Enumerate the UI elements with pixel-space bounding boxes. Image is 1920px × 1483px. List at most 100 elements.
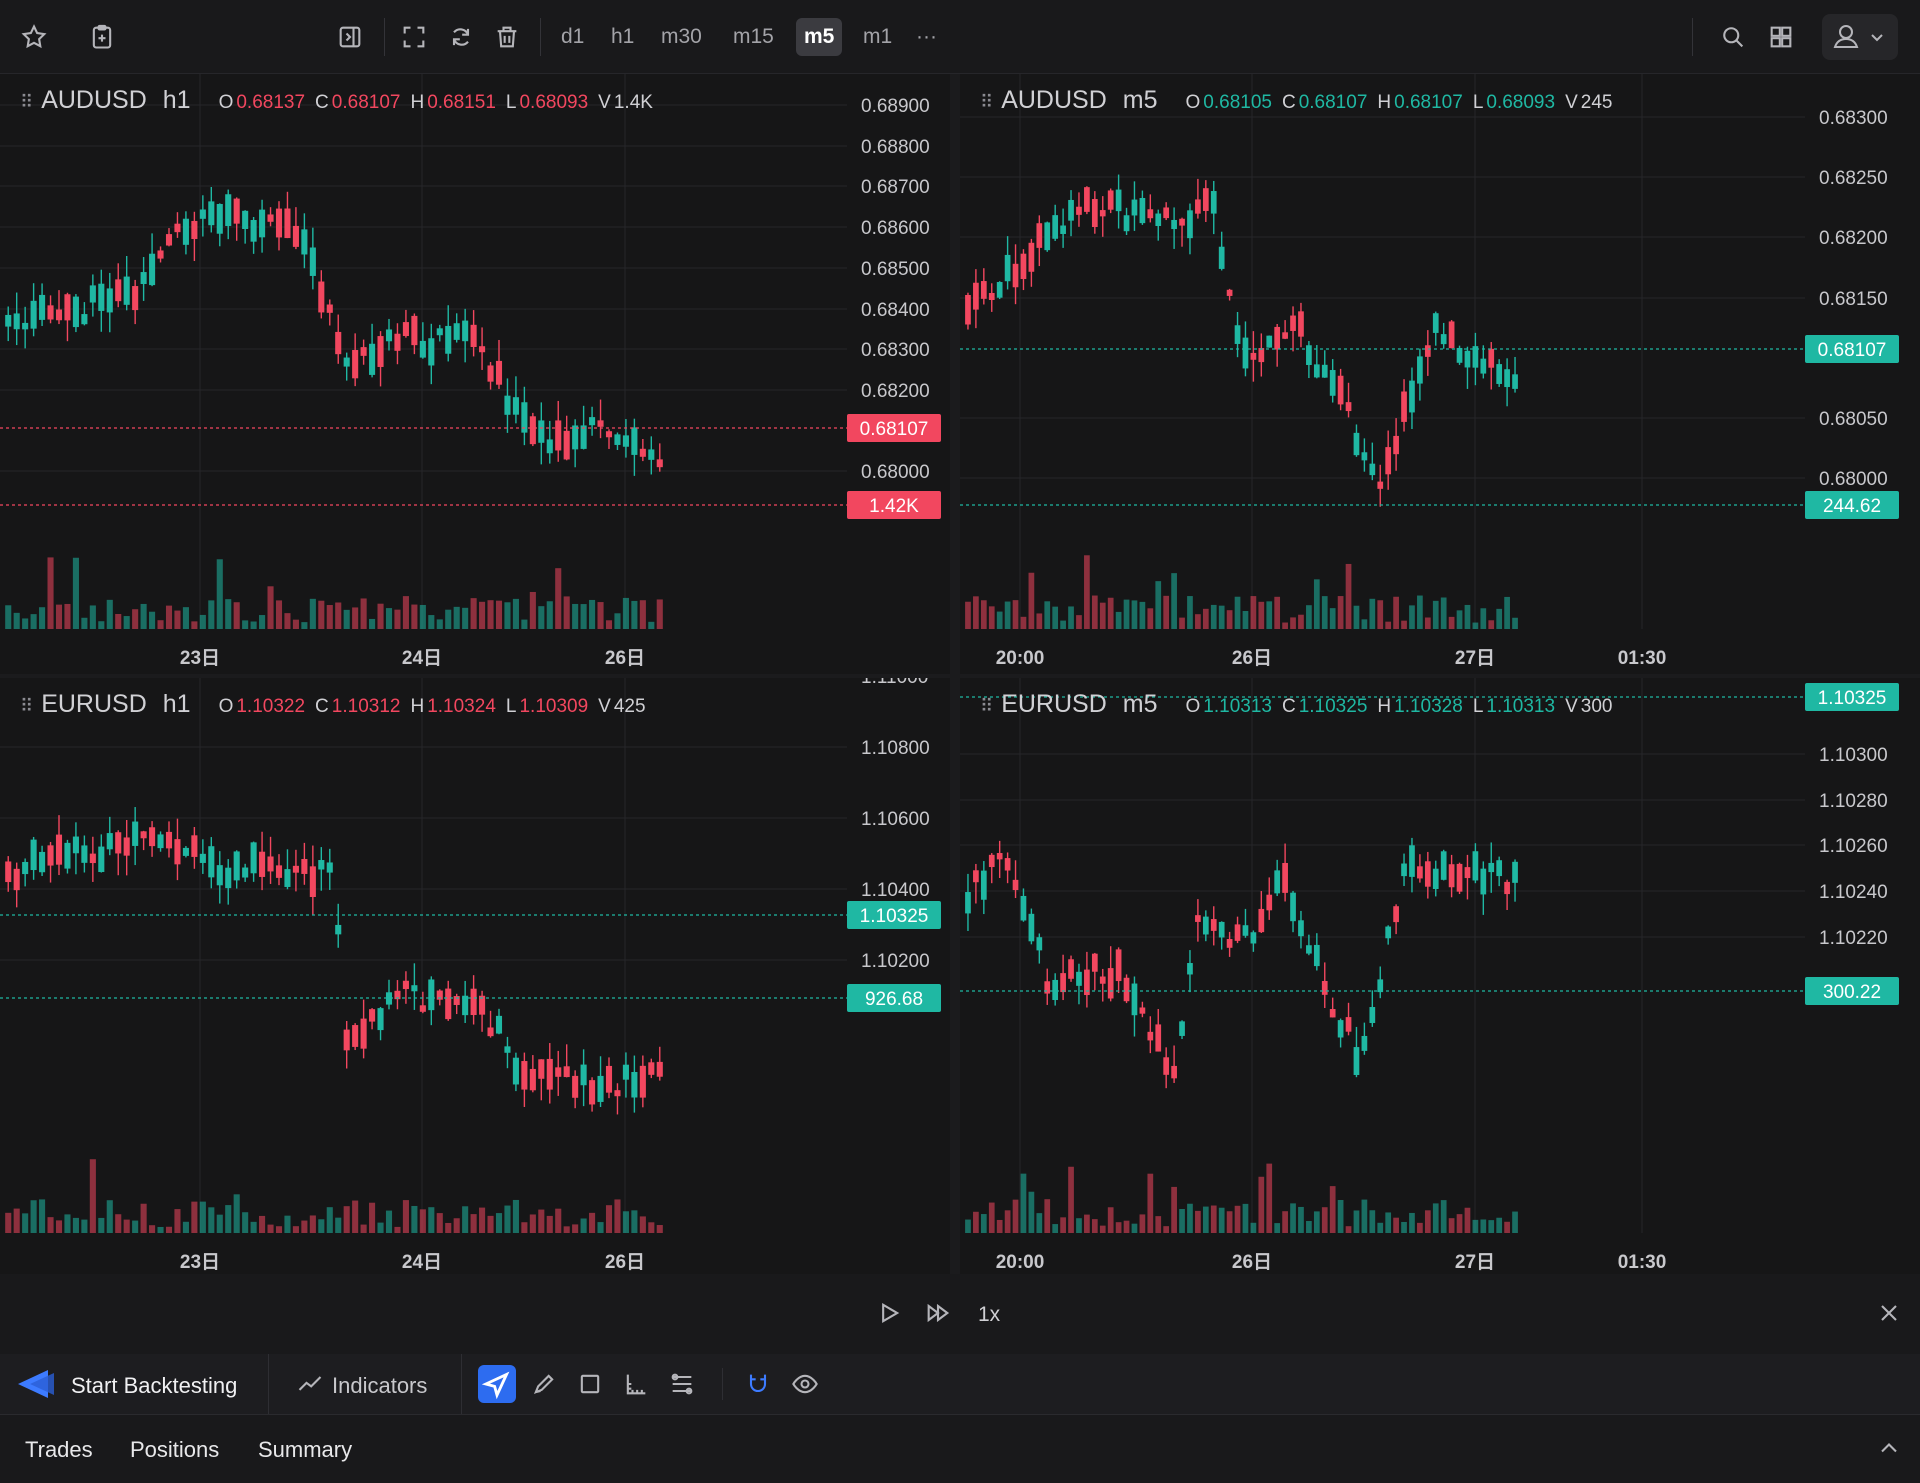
volume-bar: [165, 1226, 173, 1233]
volume-bar: [1298, 614, 1304, 629]
candle: [1028, 242, 1035, 272]
search-icon[interactable]: [1714, 18, 1752, 56]
clipboard-add-icon[interactable]: [83, 18, 121, 56]
chart-pane-audusd-m5[interactable]: 0.68300 0.68250 0.68200 0.68150 0.68050 0.680…: [960, 74, 1920, 674]
rectangle-icon[interactable]: [571, 1365, 609, 1403]
start-backtesting-button[interactable]: Start Backtesting: [14, 1364, 264, 1404]
chart-pane-eurusd-m5[interactable]: 1.103801.103601.103401.103001.102801.102…: [960, 678, 1920, 1274]
fast-forward-icon[interactable]: [919, 1294, 957, 1332]
chevron-up-icon[interactable]: [1870, 1429, 1908, 1467]
candle: [521, 402, 528, 433]
chart-canvas[interactable]: 0.69000 0.68900 0.68800 0.68700 0.68600 0.685…: [0, 74, 950, 674]
volume-bar: [1131, 1223, 1138, 1233]
volume-bar: [1488, 620, 1495, 629]
volume-bar: [326, 605, 333, 629]
cursor-tool-button[interactable]: [478, 1365, 516, 1403]
timeframe-m1-button[interactable]: m1: [863, 25, 893, 48]
volume-bar: [259, 615, 266, 629]
eye-icon[interactable]: [786, 1365, 824, 1403]
timeframe-m30-button[interactable]: m30: [661, 25, 702, 48]
chart-canvas[interactable]: 1.112001.110001.108001.106001.104001.102…: [0, 678, 950, 1274]
candle: [1099, 210, 1106, 217]
volume-bar: [1020, 1173, 1027, 1233]
chart-pane-audusd-h1[interactable]: 0.69000 0.68900 0.68800 0.68700 0.68600 0.685…: [0, 74, 950, 674]
volume-bar: [1139, 1214, 1146, 1233]
x-tick-label: 01:30: [1618, 1252, 1667, 1273]
indicators-button[interactable]: Indicators: [296, 1364, 446, 1404]
drag-handle-icon[interactable]: ⠿: [980, 696, 993, 716]
symbol-label[interactable]: EURUSD: [1001, 690, 1107, 718]
candle: [1004, 254, 1011, 282]
reset-rotate-icon[interactable]: [442, 18, 480, 56]
drag-handle-icon[interactable]: ⠿: [20, 92, 33, 112]
chart-pane-eurusd-h1[interactable]: 1.112001.110001.108001.106001.104001.102…: [0, 678, 950, 1274]
drag-handle-icon[interactable]: ⠿: [980, 92, 993, 112]
favorite-star-icon[interactable]: [15, 18, 53, 56]
volume-bar: [1345, 1226, 1352, 1233]
candle: [233, 851, 240, 881]
chart-canvas[interactable]: 0.68300 0.68250 0.68200 0.68150 0.68050 0.680…: [960, 74, 1920, 674]
drag-handle-icon[interactable]: ⠿: [20, 696, 33, 716]
volume-bar: [419, 1209, 426, 1233]
volume-bar: [996, 1219, 1003, 1233]
candle: [5, 314, 12, 327]
chart-canvas[interactable]: 1.103801.103601.103401.103001.102801.102…: [960, 678, 1920, 1274]
symbol-label[interactable]: AUDUSD: [41, 86, 147, 114]
candle: [22, 322, 29, 330]
fib-tool-icon[interactable]: [663, 1365, 701, 1403]
fullscreen-icon[interactable]: [395, 18, 433, 56]
playback-speed[interactable]: 1x: [978, 1303, 1001, 1326]
volume-bar: [487, 1215, 494, 1233]
trash-icon[interactable]: [488, 18, 526, 56]
volume-bar: [973, 596, 979, 629]
symbol-label[interactable]: AUDUSD: [1001, 86, 1107, 114]
volume-bar: [555, 1208, 562, 1233]
more-timeframes-button[interactable]: ···: [916, 25, 937, 48]
y-tick-label: 0.68000: [861, 462, 930, 483]
close-icon[interactable]: [1870, 1294, 1908, 1332]
timeframe-d1-button[interactable]: d1: [561, 25, 585, 48]
candle: [1401, 863, 1407, 877]
tab-summary[interactable]: Summary: [258, 1437, 353, 1462]
timeframe-m15-button[interactable]: m15: [733, 25, 774, 48]
ruler-icon[interactable]: [617, 1365, 655, 1403]
volume-bar: [1044, 1199, 1051, 1233]
volume-bar: [1242, 1203, 1249, 1233]
ohlcv-value: 0.68151: [427, 92, 496, 113]
candle: [165, 234, 173, 246]
symbol-label[interactable]: EURUSD: [41, 690, 147, 718]
timeframe-m5-button[interactable]: m5: [796, 18, 843, 56]
volume-bar: [98, 621, 105, 629]
tab-positions[interactable]: Positions: [130, 1437, 220, 1462]
magnet-icon[interactable]: [739, 1365, 777, 1403]
candle: [1432, 868, 1439, 890]
volume-bar: [360, 1224, 367, 1233]
volume-bar: [301, 1220, 308, 1233]
volume-bar: [1361, 1199, 1368, 1233]
candle: [1353, 1047, 1360, 1075]
panel-toggle-icon[interactable]: [331, 18, 369, 56]
play-icon[interactable]: [870, 1294, 908, 1332]
candle: [394, 990, 401, 1000]
candle: [597, 1075, 604, 1102]
ohlcv-key: V: [1565, 92, 1578, 113]
layout-grid-icon[interactable]: [1762, 18, 1800, 56]
pen-icon[interactable]: [525, 1365, 563, 1403]
volume-bar: [487, 600, 494, 629]
user-menu-button[interactable]: [1822, 14, 1898, 60]
candle: [343, 357, 350, 367]
volume-bar: [445, 1222, 452, 1233]
ohlcv-value: 245: [1580, 92, 1613, 113]
ohlcv-value: 0.68107: [1298, 92, 1368, 113]
candle: [479, 346, 486, 353]
timeframe-label: m5: [1122, 690, 1158, 718]
timeframe-h1-button[interactable]: h1: [611, 25, 635, 48]
volume-bar: [521, 619, 528, 629]
volume-bar: [1290, 617, 1296, 629]
volume-bar: [1202, 1206, 1209, 1233]
volume-bar: [980, 1214, 987, 1233]
volume-bar: [1361, 619, 1368, 629]
tab-trades[interactable]: Trades: [25, 1437, 93, 1462]
candle: [563, 430, 570, 460]
ohlcv-key: L: [505, 92, 517, 113]
